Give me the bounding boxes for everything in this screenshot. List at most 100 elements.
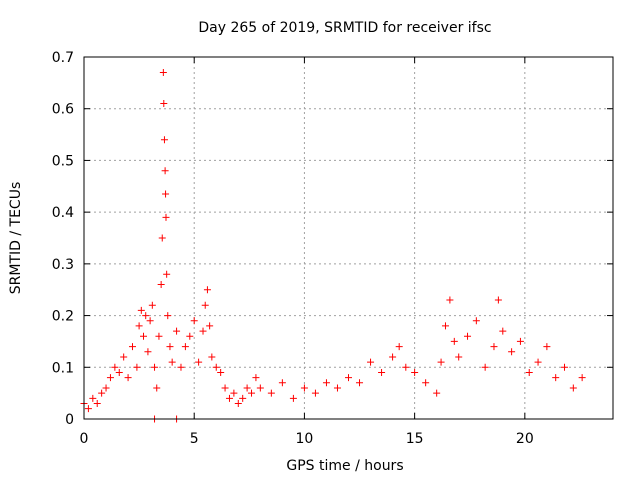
data-point: [333, 384, 341, 392]
data-point: [137, 306, 145, 314]
data-point: [89, 394, 97, 402]
data-point: [159, 69, 167, 77]
data-point: [525, 368, 533, 376]
data-point: [437, 358, 445, 366]
data-point: [345, 374, 352, 382]
data-point: [212, 363, 220, 371]
data-point: [195, 358, 203, 366]
data-point: [234, 399, 242, 407]
x-tick-label: 0: [80, 431, 89, 447]
data-point: [160, 136, 168, 144]
data-point: [252, 374, 260, 382]
data-point: [356, 379, 364, 387]
data-point: [206, 322, 214, 330]
y-tick-label: 0.6: [52, 102, 74, 118]
data-point: [395, 343, 403, 351]
data-point: [146, 317, 154, 325]
data-point: [225, 394, 233, 402]
data-point: [162, 213, 170, 221]
data-point: [144, 348, 152, 356]
data-point: [569, 384, 577, 392]
data-point: [552, 374, 560, 382]
data-point: [173, 327, 181, 335]
data-point: [433, 389, 441, 397]
data-point: [422, 379, 430, 387]
data-point: [128, 343, 136, 351]
data-point: [203, 286, 211, 294]
data-point: [98, 389, 106, 397]
data-point: [300, 384, 308, 392]
data-point: [561, 363, 569, 371]
data-point: [455, 353, 463, 361]
data-point: [151, 363, 159, 371]
x-tick-label: 20: [516, 431, 534, 447]
data-point: [289, 394, 297, 402]
y-tick-label: 0.1: [52, 360, 74, 376]
axis-ticks: 0 0.1 0.2 0.3 0.4 0.5 0.6 0.7 0 5 10 15 20: [52, 50, 613, 447]
data-point: [239, 394, 247, 402]
data-point: [111, 363, 119, 371]
data-point: [201, 301, 209, 309]
y-tick-label: 0.3: [52, 257, 74, 273]
data-point: [322, 379, 330, 387]
data-point: [148, 301, 156, 309]
grid: [84, 57, 613, 419]
data-point: [402, 363, 410, 371]
data-point: [481, 363, 489, 371]
data-point: [508, 348, 516, 356]
y-tick-label: 0.7: [52, 50, 74, 66]
data-point: [153, 384, 161, 392]
x-axis-label: GPS time / hours: [286, 458, 403, 474]
y-axis-label: SRMTID / TECUs: [8, 182, 24, 295]
data-point: [543, 343, 551, 351]
data-point: [311, 389, 319, 397]
y-tick-label: 0.4: [52, 205, 74, 221]
data-point: [534, 358, 542, 366]
x-tick-label: 5: [190, 431, 199, 447]
data-point: [181, 343, 189, 351]
data-point: [157, 281, 165, 289]
data-point: [190, 317, 198, 325]
data-point: [499, 327, 507, 335]
data-point: [158, 234, 166, 242]
data-point: [163, 270, 171, 278]
data-point: [142, 312, 150, 320]
y-tick-label: 0.5: [52, 153, 74, 169]
data-point: [411, 368, 419, 376]
data-point: [389, 353, 397, 361]
data-point: [102, 384, 110, 392]
data-point: [115, 368, 123, 376]
data-point: [464, 332, 472, 340]
data-point: [490, 343, 498, 351]
data-point: [166, 343, 174, 351]
data-point: [450, 337, 458, 345]
data-point: [177, 363, 185, 371]
data-point: [248, 389, 256, 397]
data-point: [267, 389, 275, 397]
data-point: [120, 353, 128, 361]
data-point: [221, 384, 229, 392]
y-tick-label: 0.2: [52, 309, 74, 325]
data-point: [106, 374, 114, 382]
data-point: [161, 167, 169, 175]
data-point: [93, 399, 101, 407]
data-point: [199, 327, 207, 335]
data-point: [162, 190, 170, 198]
data-points: [80, 69, 586, 423]
y-tick-label: 0: [65, 412, 74, 428]
data-point: [230, 389, 238, 397]
data-point: [378, 368, 386, 376]
data-point: [124, 374, 132, 382]
data-point: [164, 312, 172, 320]
x-tick-label: 15: [406, 431, 424, 447]
data-point: [446, 296, 454, 304]
chart-title: Day 265 of 2019, SRMTID for receiver ifs…: [198, 20, 491, 36]
data-point: [160, 100, 168, 108]
data-point: [155, 332, 163, 340]
x-tick-label: 10: [296, 431, 314, 447]
data-point: [84, 405, 92, 413]
data-point: [135, 322, 143, 330]
data-point: [133, 363, 141, 371]
data-point: [367, 358, 375, 366]
